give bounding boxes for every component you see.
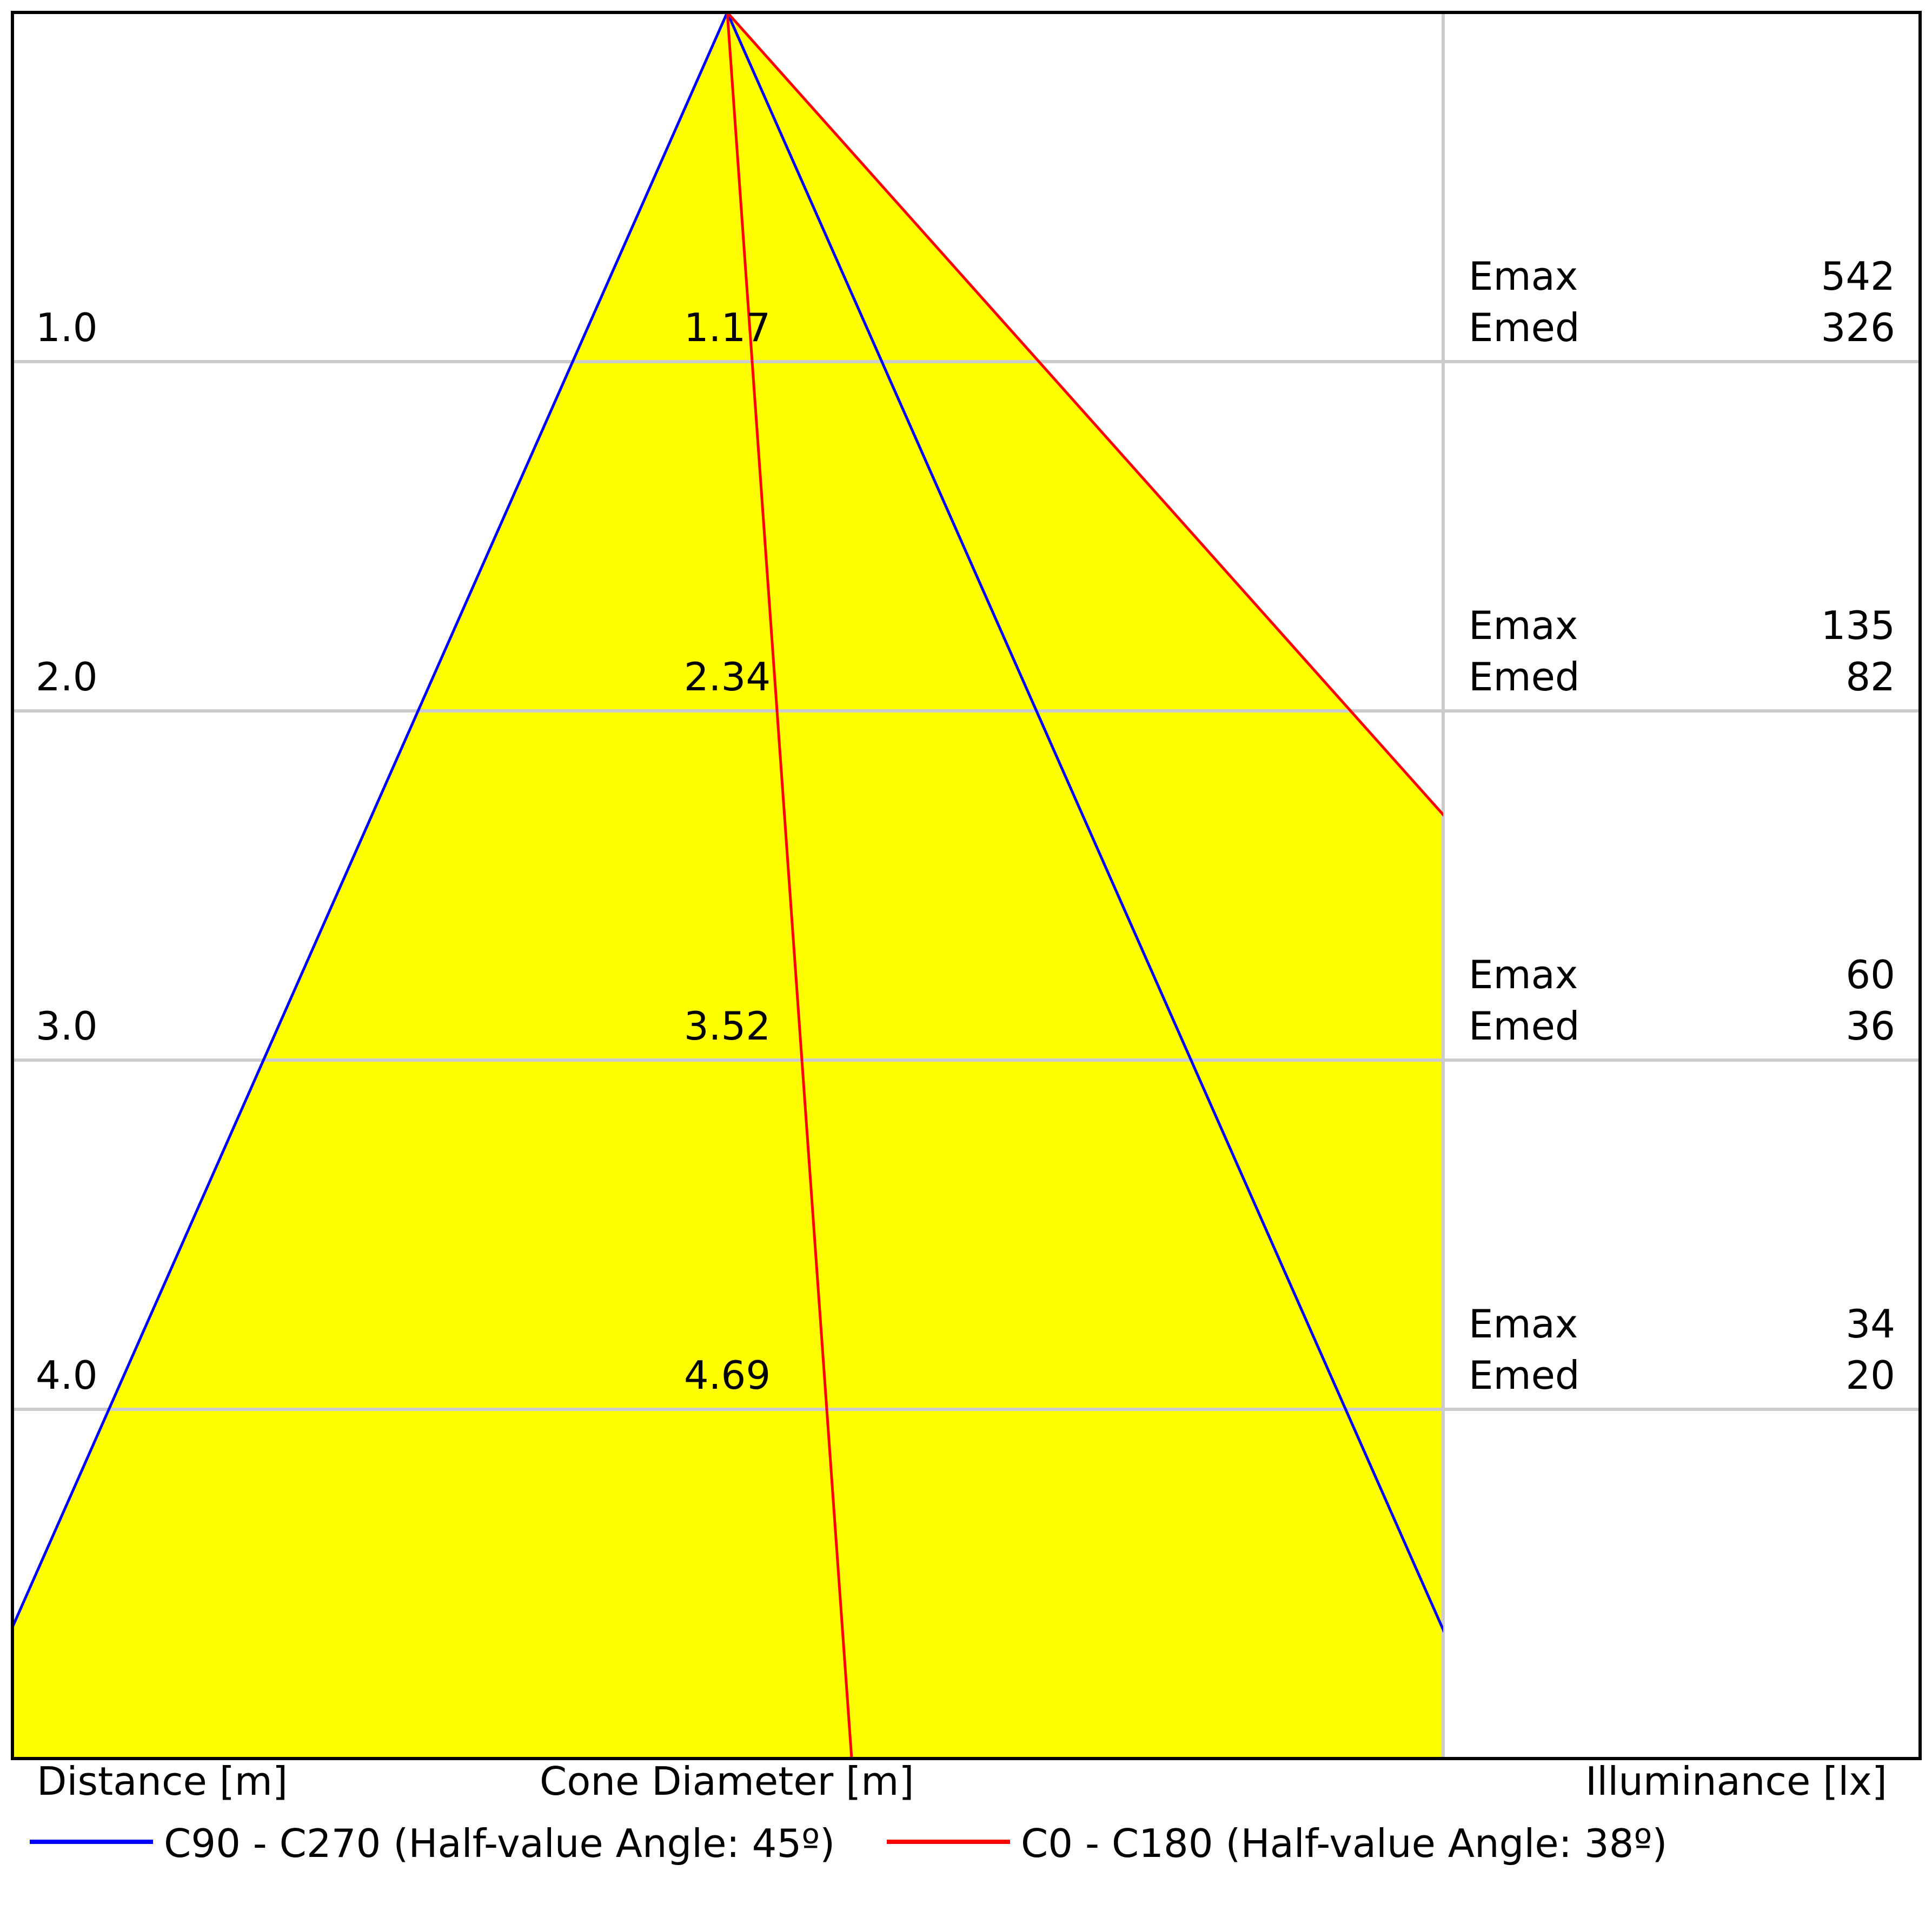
diameter-label: 1.17 xyxy=(684,305,771,350)
emed-value: 326 xyxy=(1821,305,1895,350)
distance-tick-label: 1.0 xyxy=(36,305,98,350)
distance-axis-label: Distance [m] xyxy=(37,1759,288,1804)
c0-right-edge xyxy=(726,12,1443,817)
emed-label: Emed xyxy=(1469,1003,1580,1049)
emax-value: 34 xyxy=(1845,1301,1895,1347)
emed-label: Emed xyxy=(1469,305,1580,350)
distance-tick-label: 3.0 xyxy=(36,1003,98,1049)
emax-value: 60 xyxy=(1845,952,1895,997)
cone-fill xyxy=(12,12,1443,1759)
emax-label: Emax xyxy=(1469,603,1578,648)
emed-value: 36 xyxy=(1845,1003,1895,1049)
illuminance-axis-label: Illuminance [lx] xyxy=(1585,1759,1887,1804)
legend-label-c0: C0 - C180 (Half-value Angle: 38º) xyxy=(1021,1821,1667,1866)
diameter-label: 4.69 xyxy=(684,1353,771,1398)
emax-value: 542 xyxy=(1821,254,1895,299)
c90-left-edge xyxy=(12,12,729,1631)
emed-value: 82 xyxy=(1845,654,1895,700)
legend: C90 - C270 (Half-value Angle: 45º) C0 - … xyxy=(30,1821,1667,1866)
emax-label: Emax xyxy=(1469,254,1578,299)
diameter-label: 2.34 xyxy=(684,654,771,700)
emed-label: Emed xyxy=(1469,654,1580,700)
c0-inner-edge xyxy=(726,12,853,1759)
emed-label: Emed xyxy=(1469,1353,1580,1398)
c90-right-edge xyxy=(726,12,1443,1633)
distance-tick-label: 2.0 xyxy=(36,654,98,700)
cone-lines xyxy=(12,12,1443,1759)
diameter-axis-label: Cone Diameter [m] xyxy=(540,1759,914,1804)
cone-fill-group xyxy=(12,12,1443,1759)
plot-frame xyxy=(11,11,1922,1760)
distance-tick-label: 4.0 xyxy=(36,1353,98,1398)
emax-label: Emax xyxy=(1469,952,1578,997)
emax-label: Emax xyxy=(1469,1301,1578,1347)
legend-label-c90: C90 - C270 (Half-value Angle: 45º) xyxy=(164,1821,835,1866)
diameter-label: 3.52 xyxy=(684,1003,771,1049)
emed-value: 20 xyxy=(1845,1353,1895,1398)
emax-value: 135 xyxy=(1821,603,1895,648)
